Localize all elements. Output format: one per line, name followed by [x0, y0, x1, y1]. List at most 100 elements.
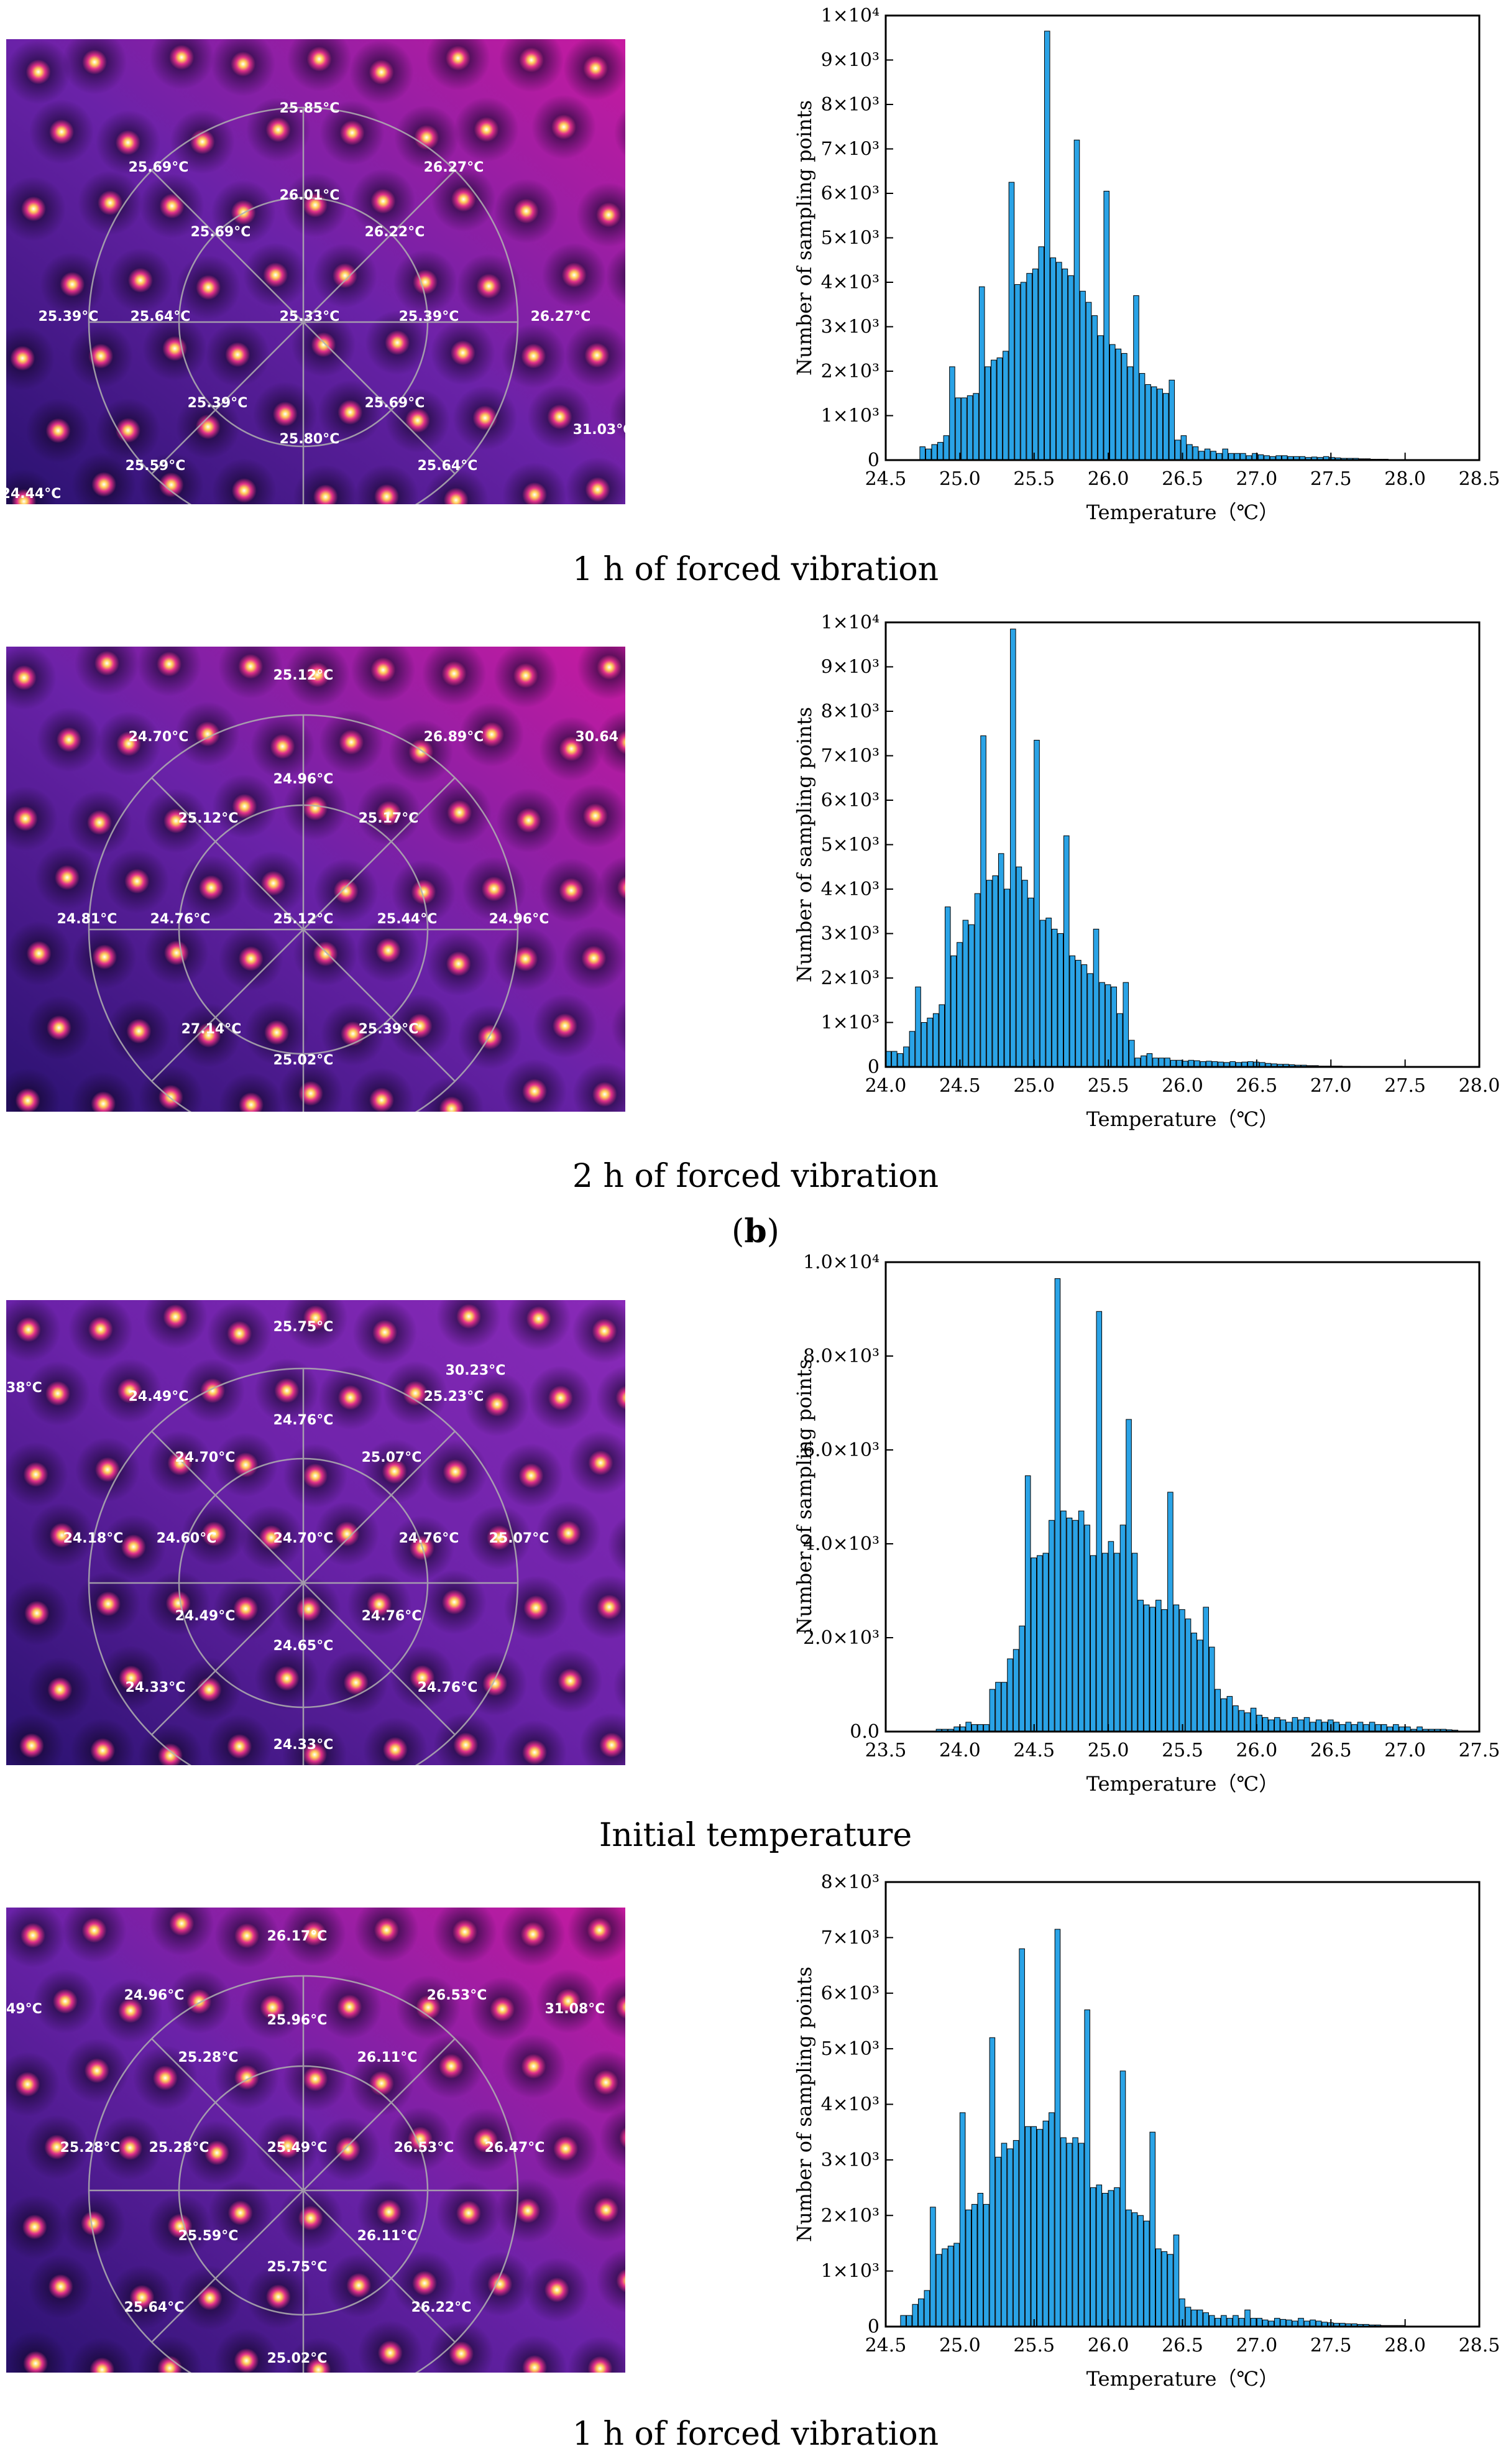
temperature-label: 24.44°C: [6, 486, 61, 502]
histogram-bar: [1008, 182, 1015, 461]
temperature-label: 30.23°C: [446, 1363, 506, 1378]
thermal-hotspot: [447, 800, 472, 825]
histogram-bar: [1204, 448, 1211, 461]
histogram-bar: [986, 880, 993, 1068]
thermal-hotspot: [369, 2070, 394, 2096]
x-tick-label: 24.0: [865, 1075, 907, 1097]
x-tick-label: 28.5: [1459, 2335, 1500, 2356]
histogram-bar: [1286, 1722, 1292, 1732]
histogram-bar: [1351, 1724, 1357, 1732]
histogram-bar: [1099, 982, 1105, 1068]
histogram-bar: [1222, 448, 1229, 461]
temperature-label: 25.23°C: [424, 1389, 484, 1405]
thermal-hotspot: [616, 2268, 625, 2293]
histogram-bar: [965, 2209, 971, 2327]
panel-caption: 1 h of forced vibration: [572, 2416, 939, 2453]
thermal-hotspot: [118, 1665, 144, 1691]
histogram-bar: [1146, 1053, 1153, 1068]
y-tick-label: 6×10³: [821, 183, 880, 205]
thermal-hotspot: [126, 1018, 152, 1044]
sub-label-suffix: ): [766, 1213, 779, 1250]
histogram-bar: [1233, 2315, 1239, 2327]
thermal-hotspot: [582, 803, 608, 829]
thermal-hotspot: [556, 1988, 581, 2014]
thermal-hotspot: [11, 489, 37, 504]
histogram-bar: [1056, 262, 1062, 461]
thermal-hotspot: [370, 188, 396, 214]
y-tick-label: 0: [868, 2316, 880, 2338]
histogram-bar: [977, 2193, 984, 2327]
histogram-bar: [1084, 2009, 1090, 2327]
histogram-bar: [932, 1013, 939, 1068]
histogram-bar: [1233, 1705, 1239, 1732]
bars: [885, 629, 1420, 1068]
y-tick-label: 1×10⁴: [821, 612, 880, 634]
histogram-bar: [1037, 2129, 1043, 2327]
y-tick-label: 3×10³: [821, 316, 880, 338]
thermal-hotspot: [583, 55, 609, 81]
histogram-bar: [930, 2207, 936, 2327]
thermal-hotspot: [152, 2065, 178, 2091]
overlay-spoke: [151, 777, 304, 930]
histogram-bar: [1044, 30, 1050, 461]
temperature-label: 26.27°C: [531, 309, 591, 325]
thermal-hotspot: [556, 1520, 581, 1546]
histogram-bar: [1133, 295, 1139, 461]
histogram-bar: [1298, 1719, 1304, 1732]
temperature-label: 49°C: [6, 2001, 42, 2017]
histogram-bar: [1208, 2315, 1215, 2327]
thermal-hotspot: [47, 1677, 73, 1702]
thermal-hotspot: [617, 876, 625, 900]
histogram-bar: [1031, 1557, 1037, 1732]
x-tick-label: 26.5: [1310, 1740, 1352, 1761]
thermal-hotspot: [167, 1451, 193, 1476]
histogram-bar: [931, 444, 938, 461]
thermal-halo: [613, 108, 625, 158]
thermal-hotspot: [303, 2066, 328, 2092]
histogram-bar: [1013, 2140, 1019, 2327]
x-tick-label: 24.5: [865, 468, 907, 490]
histogram-bar: [1393, 1724, 1399, 1732]
temperature-label: 24.76°C: [399, 1531, 459, 1546]
x-tick-label: 27.0: [1310, 1075, 1352, 1097]
histogram-bar: [1268, 1719, 1275, 1732]
y-tick-label: 8×10³: [821, 701, 880, 722]
x-tick-label: 25.0: [939, 2335, 981, 2356]
temperature-label: 24.33°C: [126, 1680, 186, 1696]
temperature-label: 24.33°C: [273, 1737, 334, 1753]
histogram-bar: [1087, 973, 1093, 1068]
histogram-bar: [1134, 1058, 1141, 1068]
histogram-bar: [945, 907, 951, 1068]
temperature-label: 25.12°C: [178, 811, 239, 826]
histogram-bar: [1157, 389, 1163, 461]
thermal-hotspot: [303, 795, 328, 821]
histogram-bar: [992, 875, 998, 1068]
panel-caption: 2 h of forced vibration: [572, 1158, 939, 1195]
thermal-hotspot: [513, 198, 539, 224]
thermal-hotspot: [52, 1988, 78, 2014]
thermal-halo: [219, 1072, 284, 1112]
histogram-bar: [906, 2315, 912, 2327]
histogram-bar: [1188, 1059, 1195, 1068]
thermal-hotspot: [481, 876, 507, 902]
x-tick-label: 24.0: [939, 1740, 981, 1761]
histogram-bar: [1032, 269, 1039, 461]
thermal-hotspot: [204, 2140, 229, 2166]
temperature-label: 25.64°C: [124, 2300, 185, 2315]
histogram-bar: [1031, 2126, 1037, 2327]
histogram-bar: [1215, 2318, 1221, 2327]
y-tick-label: 4.0×10³: [803, 1533, 880, 1555]
histogram-bar: [1179, 1609, 1185, 1732]
thermal-halo: [419, 1076, 484, 1112]
thermal-halo: [605, 246, 625, 307]
bars: [919, 30, 1400, 461]
overlay-spoke: [303, 2190, 456, 2343]
y-tick-label: 8×10³: [821, 1871, 880, 1893]
thermal-hotspot: [513, 946, 538, 972]
histogram-bar: [971, 2203, 978, 2327]
histogram-bar: [1203, 2312, 1209, 2327]
thermal-halo: [595, 710, 625, 775]
histogram-bar: [1215, 1689, 1221, 1732]
histogram-bar: [1221, 1698, 1227, 1732]
thermal-hotspot: [412, 2271, 438, 2296]
